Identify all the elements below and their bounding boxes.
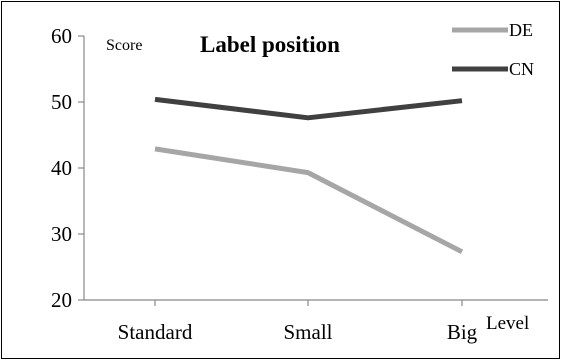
x-tick-label: Big (447, 320, 478, 344)
y-tick-label: 60 (51, 24, 72, 48)
y-axis-label: Score (106, 37, 142, 54)
chart-legend: DE CN (452, 20, 534, 79)
chart-axes (83, 36, 548, 301)
y-tick-label: 20 (51, 288, 72, 312)
legend-label-cn: CN (509, 59, 534, 79)
x-tick-labels: Standard Small Big (118, 300, 478, 344)
x-tick-label: Small (283, 320, 332, 344)
y-tick-label: 50 (51, 90, 72, 114)
y-tick-label: 30 (51, 222, 72, 246)
chart-title: Label position (200, 32, 340, 57)
series-line-cn (154, 96, 463, 121)
legend-label-de: DE (509, 20, 533, 40)
series-lines (154, 96, 464, 255)
x-tick-label: Standard (118, 320, 193, 344)
series-line-de (154, 146, 464, 255)
y-tick-label: 40 (51, 156, 72, 180)
y-ticks: 20 30 40 50 60 (51, 24, 84, 312)
x-axis-label: Level (486, 313, 529, 334)
